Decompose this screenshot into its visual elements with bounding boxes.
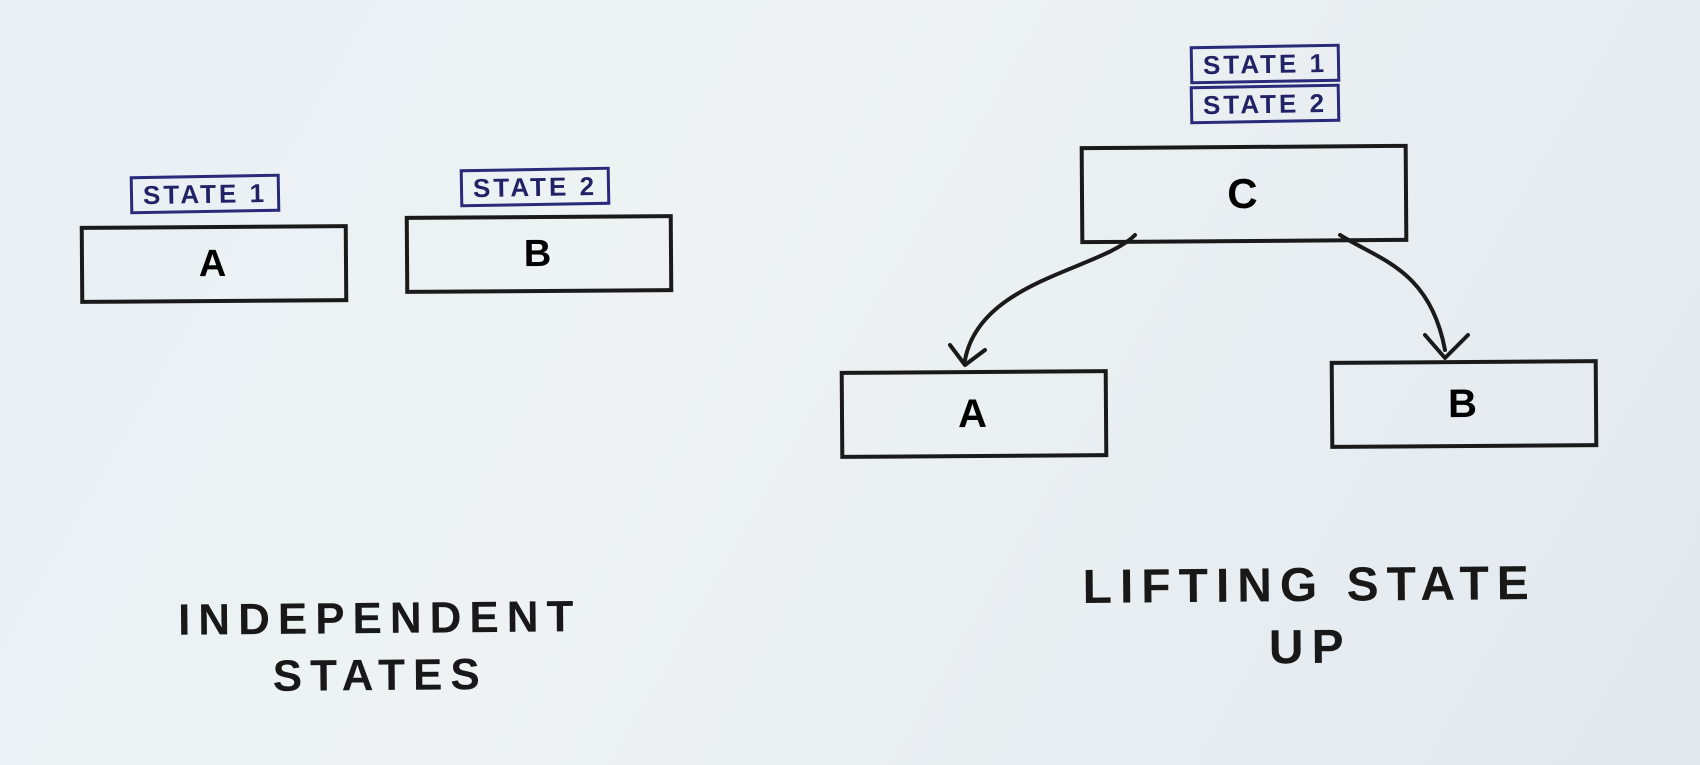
node-A-left: A <box>80 224 349 304</box>
edge-C-to-A <box>965 235 1135 360</box>
caption-line: INDEPENDENT <box>120 588 640 650</box>
caption-line: LIFTING STATE <box>989 552 1630 620</box>
state-tag-label: STATE 1 <box>143 178 268 210</box>
caption-line: UP <box>990 615 1631 683</box>
caption-right: LIFTING STATE UP <box>989 552 1630 682</box>
node-label: B <box>524 232 555 275</box>
state-tag-right-2: STATE 2 <box>1190 84 1341 125</box>
state-tag-right-1: STATE 1 <box>1190 44 1341 85</box>
arrowhead-C-to-A <box>950 345 985 365</box>
state-tag-label: STATE 2 <box>473 171 598 203</box>
edge-C-to-B <box>1340 235 1445 350</box>
node-label: A <box>958 391 990 436</box>
state-tag-left-1: STATE 1 <box>130 174 281 215</box>
state-tag-label: STATE 2 <box>1203 88 1328 120</box>
node-B-left: B <box>405 214 674 294</box>
node-label: B <box>1448 381 1480 426</box>
node-A-right: A <box>840 369 1109 459</box>
diagram-canvas: STATE 1 A STATE 2 B INDEPENDENT STATES S… <box>0 0 1700 765</box>
state-tag-label: STATE 1 <box>1203 48 1328 80</box>
node-label: A <box>199 242 230 285</box>
arrowhead-C-to-B <box>1425 335 1468 358</box>
state-tag-left-2: STATE 2 <box>460 167 611 208</box>
node-C: C <box>1080 144 1409 244</box>
caption-left: INDEPENDENT STATES <box>120 588 641 707</box>
node-B-right: B <box>1330 359 1599 449</box>
caption-line: STATES <box>120 645 640 707</box>
node-label: C <box>1227 170 1261 218</box>
